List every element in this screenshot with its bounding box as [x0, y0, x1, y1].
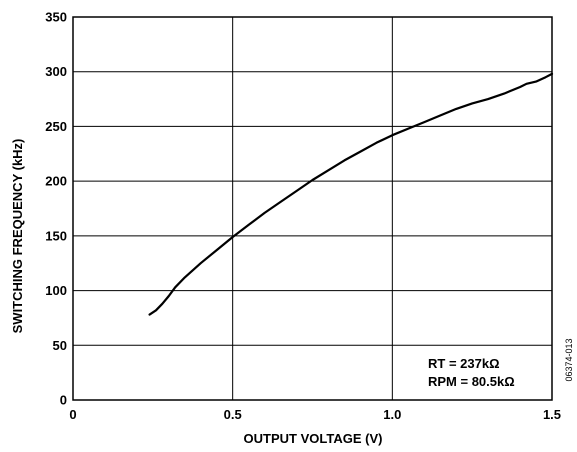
- y-tick-label: 150: [45, 228, 67, 243]
- annotation-rt: RT = 237kΩ: [428, 356, 500, 371]
- y-tick-label: 100: [45, 283, 67, 298]
- y-tick-label: 50: [53, 338, 67, 353]
- x-tick-label: 0: [69, 407, 76, 422]
- plot-frame: [72, 16, 553, 401]
- y-tick-label: 200: [45, 174, 67, 189]
- x-tick-label: 1.0: [383, 407, 401, 422]
- x-tick-labels: 0 0.5 1.0 1.5: [69, 407, 561, 422]
- y-tick-label: 300: [45, 64, 67, 79]
- figure-id: 06374-013: [564, 338, 574, 381]
- y-tick-label: 250: [45, 119, 67, 134]
- series-line: [148, 72, 554, 316]
- y-axis-title: SWITCHING FREQUENCY (kHz): [10, 139, 25, 334]
- x-tick-label: 0.5: [224, 407, 242, 422]
- x-tick-label: 1.5: [543, 407, 561, 422]
- annotation-rpm: RPM = 80.5kΩ: [428, 374, 515, 389]
- y-tick-labels: 0 50 100 150 200 250 300 350: [45, 10, 67, 408]
- y-tick-label: 0: [60, 393, 67, 408]
- y-tick-label: 350: [45, 10, 67, 25]
- grid: [72, 16, 553, 401]
- data-series: [148, 72, 554, 316]
- x-axis-title: OUTPUT VOLTAGE (V): [244, 431, 383, 446]
